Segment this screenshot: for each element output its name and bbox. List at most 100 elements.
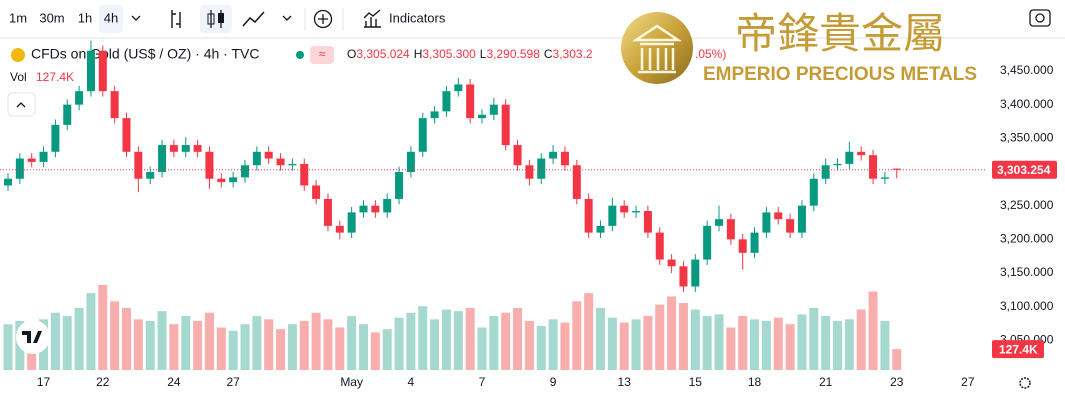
volume-bar	[204, 312, 214, 370]
volume-bar	[868, 291, 878, 370]
ohlc-value: 3,290.598	[486, 47, 540, 61]
snapshot-icon[interactable]	[1029, 9, 1051, 27]
volume-bar	[74, 307, 84, 370]
vol-value: 127.4K	[36, 70, 74, 84]
area-icon[interactable]	[242, 11, 265, 27]
y-tick-label: 3,450.000	[1000, 63, 1054, 77]
candle-body	[620, 205, 629, 213]
volume-bar	[3, 324, 13, 370]
volume-bar	[572, 301, 582, 370]
candle-body	[406, 151, 415, 172]
ohlc-value: 3,305.300	[422, 47, 476, 61]
volume-bar	[892, 349, 902, 370]
x-tick-label: 15	[689, 375, 703, 389]
settings-icon[interactable]	[1019, 377, 1031, 389]
candle-body	[146, 172, 155, 179]
volume-bar	[750, 319, 760, 370]
candle-body	[762, 212, 771, 233]
x-tick-label: 23	[890, 375, 904, 389]
candle-body	[264, 151, 273, 159]
candle-body	[513, 145, 522, 166]
bars-icon[interactable]	[171, 10, 181, 28]
volume-bar	[655, 304, 665, 370]
candle-body	[75, 91, 84, 105]
chevron[interactable]	[282, 15, 292, 21]
candle-body	[181, 145, 190, 152]
candle-body	[715, 219, 723, 226]
collapse-button[interactable]	[7, 92, 36, 117]
volume-bar	[50, 312, 60, 370]
candle-body	[430, 111, 439, 119]
volume-bar	[370, 332, 380, 370]
volume-bar	[833, 320, 842, 370]
volume-bar	[453, 311, 463, 370]
volume-bar	[86, 293, 96, 370]
volume-bar	[169, 324, 179, 370]
candle-body	[738, 239, 747, 253]
x-tick-label: 13	[618, 375, 632, 389]
y-tick-label: 3,100.000	[1000, 299, 1054, 313]
candle-body	[39, 151, 48, 162]
x-tick-label: 21	[819, 375, 833, 389]
volume-bar	[548, 319, 558, 370]
candle-body	[335, 225, 344, 233]
volume-bar	[643, 316, 653, 370]
candle-body	[27, 158, 36, 162]
compare-icon[interactable]	[313, 9, 333, 29]
candle-body	[217, 178, 226, 183]
volume-bar	[193, 320, 203, 370]
interval-button[interactable]: 1h	[78, 10, 92, 25]
volume-bar	[311, 312, 321, 370]
ohlc-key: H	[414, 47, 423, 61]
volume-bar	[607, 317, 617, 370]
candle-body	[667, 259, 676, 267]
candle-body	[786, 219, 795, 233]
ohlc-legend: O 3,305.024 H 3,305.300 L 3,290.598 C 3,303.2 .0…	[347, 47, 726, 61]
candle-body	[596, 225, 605, 233]
candle-body	[418, 118, 427, 152]
volume-bar	[785, 324, 795, 370]
interval-button[interactable]: 4h	[104, 10, 118, 25]
interval-button[interactable]: 30m	[39, 10, 64, 25]
symbol-icon	[11, 48, 25, 62]
chevron[interactable]	[131, 15, 141, 21]
candle-body	[395, 172, 404, 199]
market-status	[296, 51, 304, 59]
volume-bar	[418, 306, 428, 370]
ohlc-key: L	[480, 47, 487, 61]
x-tick-label: 7	[479, 375, 486, 389]
candle-body	[359, 205, 368, 213]
volume-bar	[347, 316, 357, 370]
candle-body	[525, 165, 534, 179]
volume-bar	[773, 317, 783, 370]
x-tick-label: 18	[748, 375, 762, 389]
volume-bar	[619, 322, 629, 370]
x-tick-label: 9	[550, 375, 557, 389]
volume-bar	[299, 320, 309, 370]
candle-body	[312, 185, 321, 199]
volume-bar	[323, 319, 333, 370]
candle-body	[205, 151, 214, 179]
ohlc-value: 3,303.2	[553, 47, 593, 61]
candle-body	[833, 163, 842, 166]
candle-body	[549, 151, 558, 159]
candle-body	[797, 205, 806, 233]
interval-button[interactable]: 1m	[9, 10, 27, 25]
indicators-button[interactable]: Indicators	[389, 10, 446, 25]
candle-body	[869, 155, 878, 179]
candle-body	[51, 124, 60, 152]
volume-bar	[98, 285, 108, 370]
y-tick-label: 3,400.000	[1000, 97, 1054, 111]
candle-body	[229, 177, 238, 183]
last-price-box	[992, 160, 1057, 179]
volume-bar	[122, 307, 131, 370]
volume-bar	[157, 311, 167, 370]
candle-body	[276, 158, 285, 166]
candle-body	[857, 151, 866, 156]
volume-bar	[252, 316, 262, 370]
indicators-icon[interactable]	[363, 9, 381, 28]
y-tick-label: 3,250.000	[1000, 198, 1054, 212]
candle-body	[821, 165, 830, 179]
candle-body	[809, 178, 818, 206]
